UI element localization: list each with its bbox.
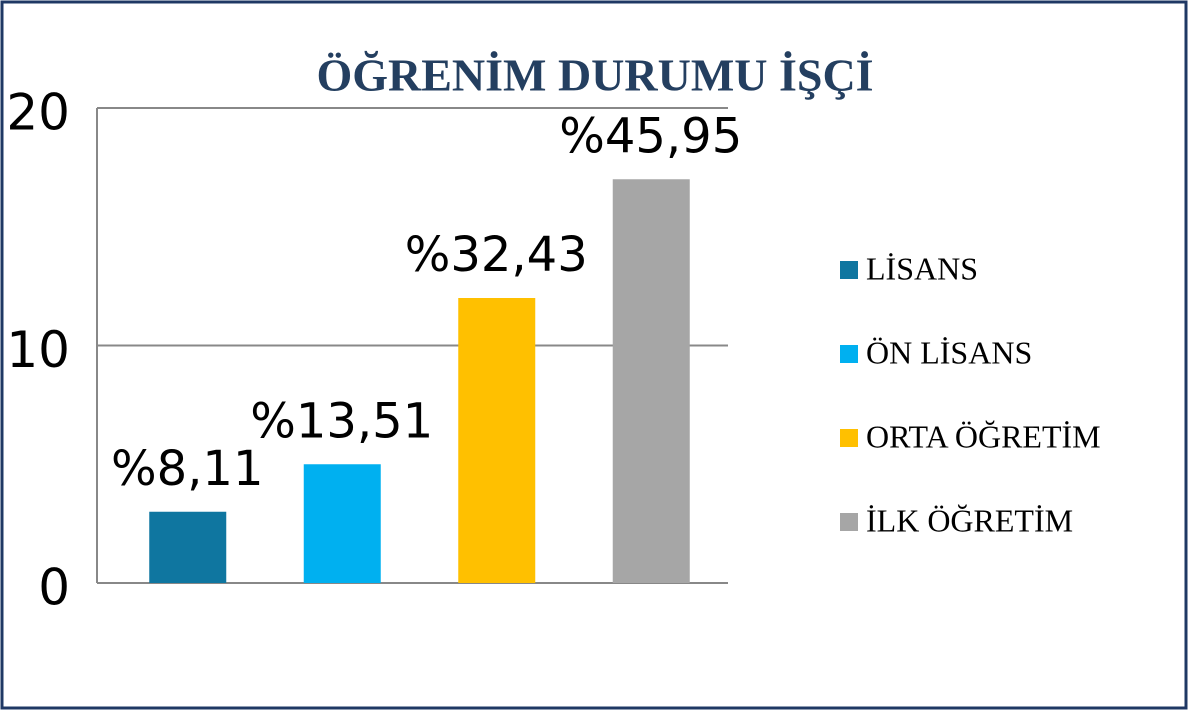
y-tick-label: 10 [6,321,70,379]
data-label: %45,95 [559,108,742,164]
bar [149,511,227,583]
legend-label: İLK ÖĞRETİM [866,502,1073,538]
bar [303,464,381,583]
legend-swatch [840,345,858,363]
legend-label: ORTA ÖĞRETİM [866,418,1101,454]
legend-swatch [840,261,858,279]
legend-label: ÖN LİSANS [866,334,1032,370]
bar [612,179,690,583]
bar [458,298,536,583]
y-tick-label: 0 [38,559,70,617]
legend-swatch [840,429,858,447]
data-label: %8,11 [111,441,263,497]
legend-label: LİSANS [866,250,978,286]
data-label: %13,51 [250,393,433,449]
chart-title: ÖĞRENİM DURUMU İŞÇİ [316,50,873,101]
legend-swatch [840,513,858,531]
y-tick-label: 20 [6,84,70,142]
data-label: %32,43 [405,227,588,283]
